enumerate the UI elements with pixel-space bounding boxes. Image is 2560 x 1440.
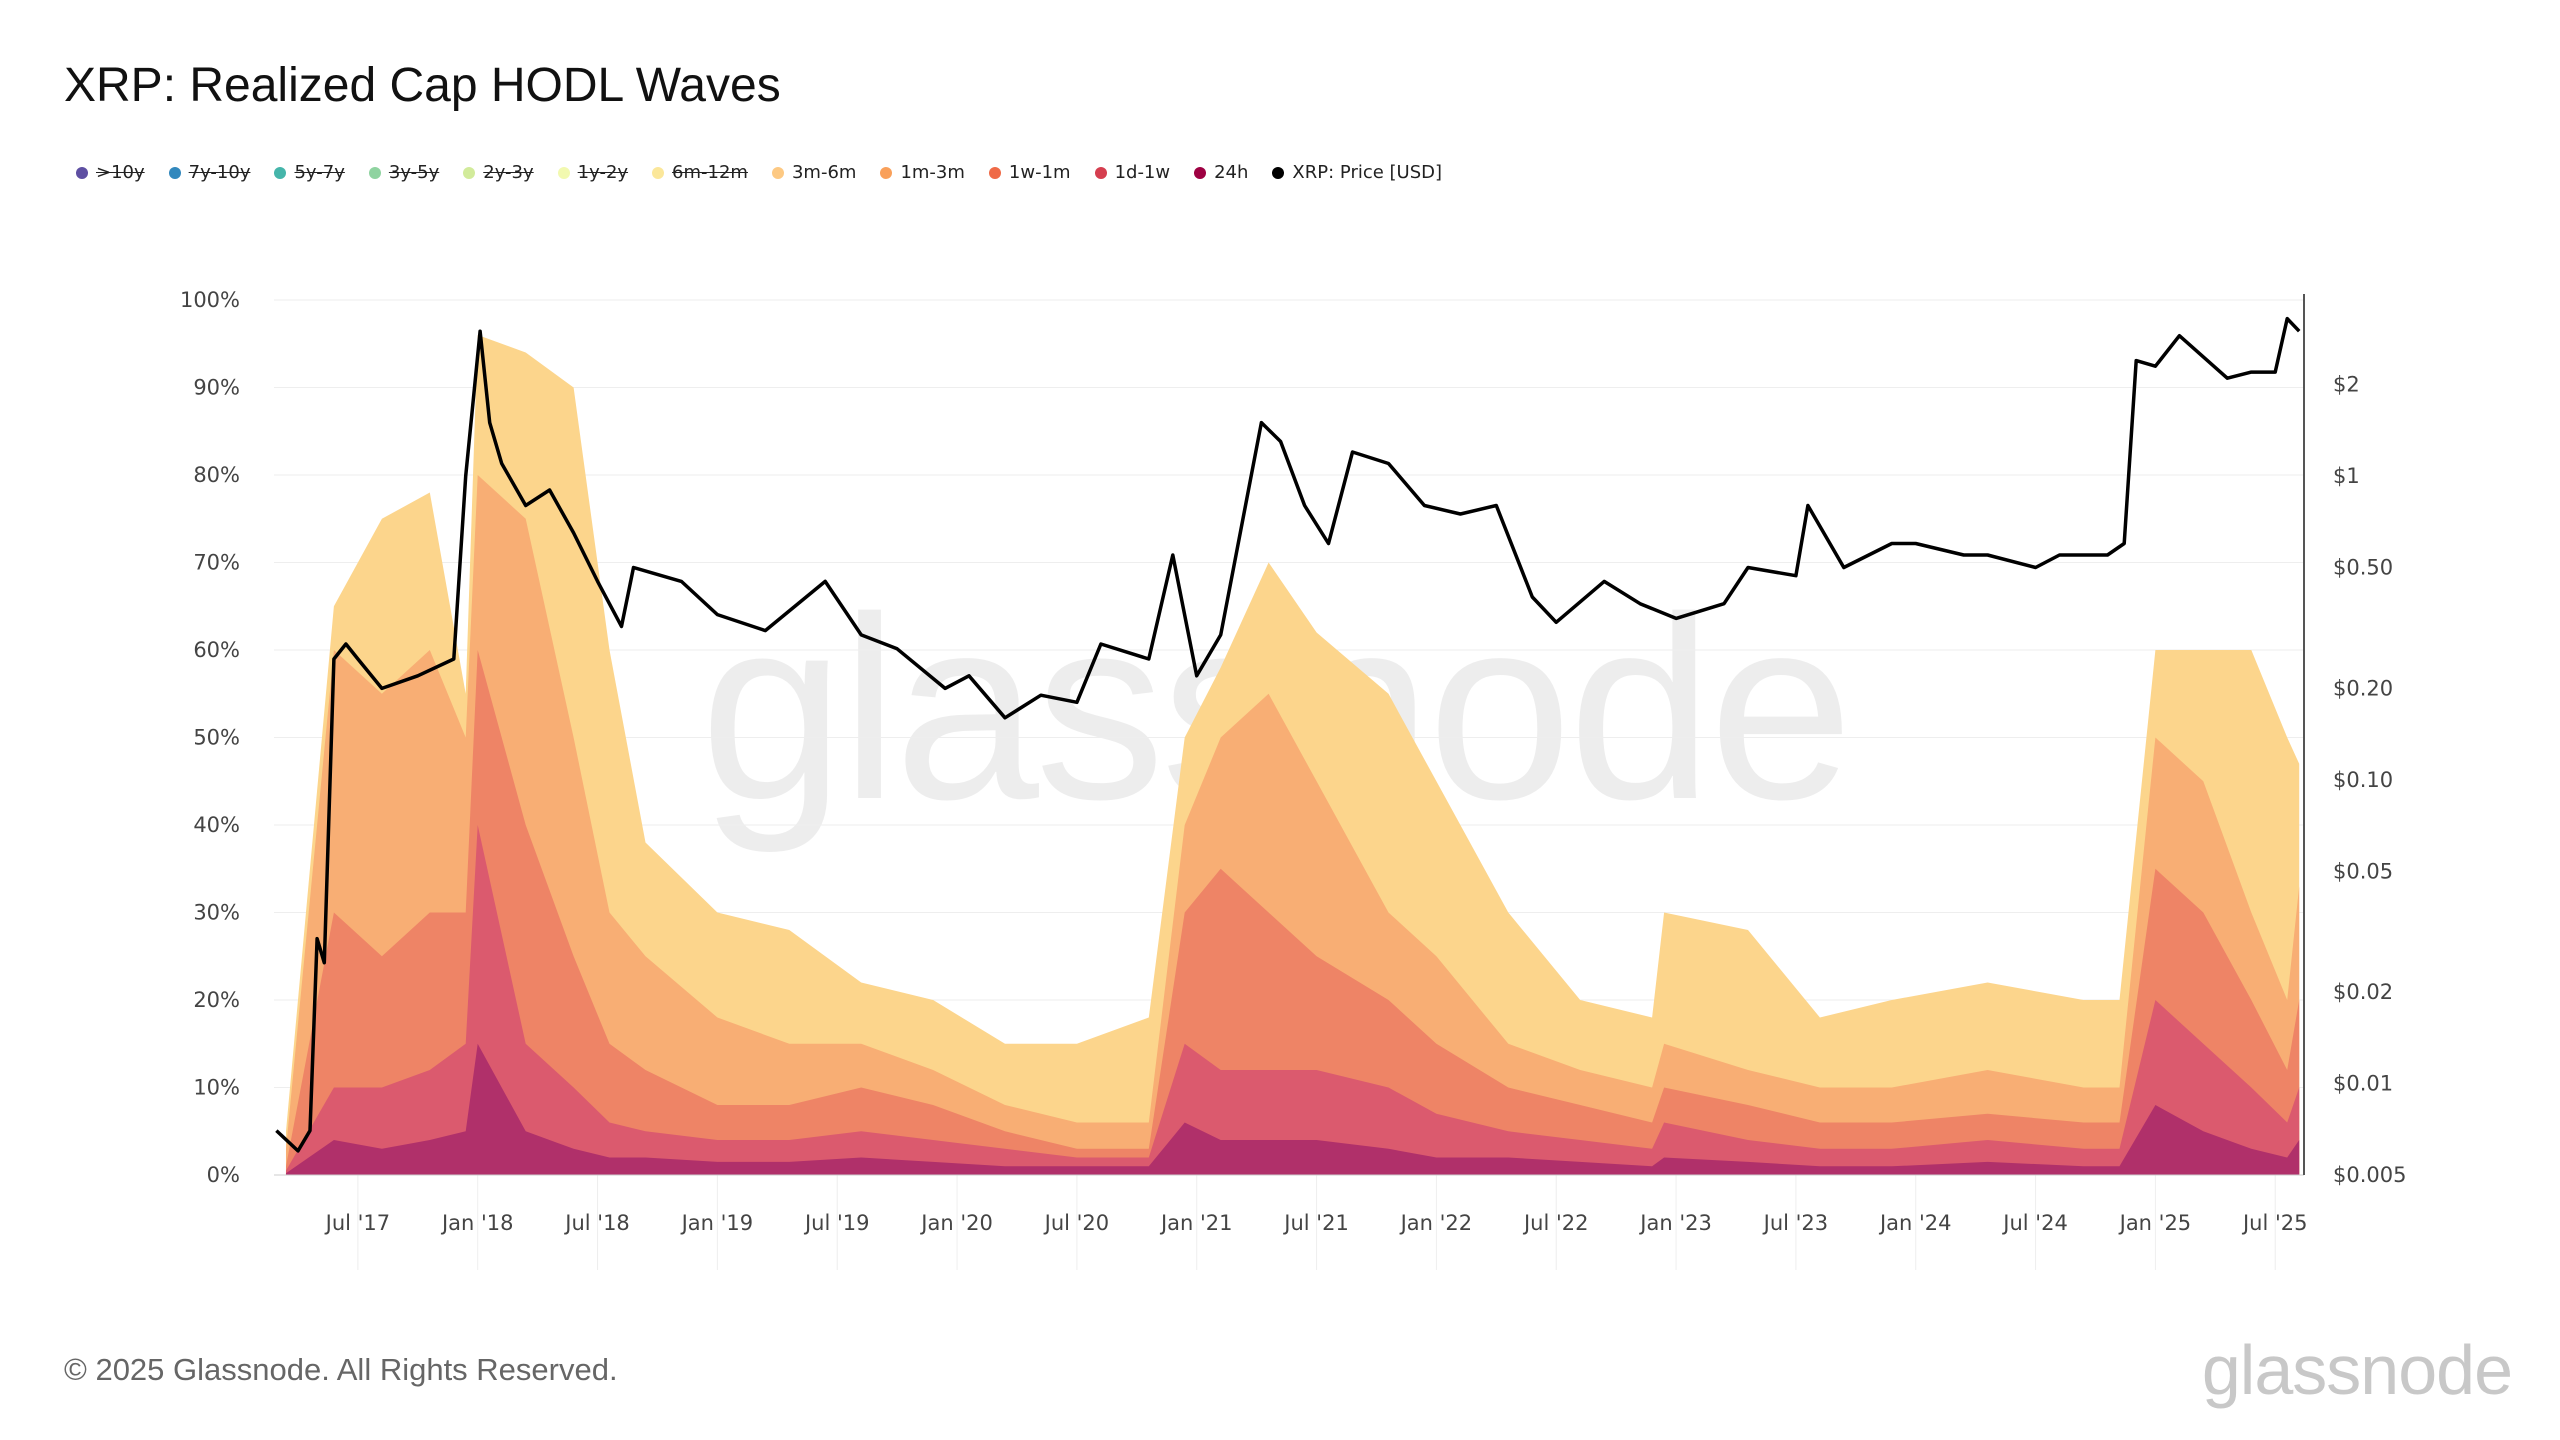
legend-dot-icon [880,166,893,179]
legend-item[interactable]: 3y-5y [368,162,440,183]
legend-dot-icon [1094,166,1107,179]
x-tick-label: Jan '18 [440,1211,514,1235]
wave-band-1m-3m [285,475,2300,1175]
glassnode-logo[interactable]: glassnode [2201,1331,2513,1409]
legend-item[interactable]: 7y-10y [168,162,251,183]
y-right-tick-label: $0.01 [2333,1072,2393,1096]
y-tick-label: 70% [193,551,240,575]
legend-item[interactable]: >10y [76,162,145,183]
x-tick-label: Jan '23 [1638,1211,1712,1235]
y-tick-label: 40% [193,813,240,837]
legend-item[interactable]: 24h [1194,162,1248,183]
y-tick-label: 90% [193,376,240,400]
x-tick-label: Jul '17 [324,1211,391,1235]
x-tick-label: Jan '25 [2118,1211,2192,1235]
legend-item[interactable]: 1w-1m [988,162,1071,183]
legend-dot-icon [1194,166,1207,179]
legend-label: 2y-3y [483,162,534,183]
legend-item[interactable]: 1y-2y [557,162,629,183]
x-tick-label: Jan '22 [1399,1211,1473,1235]
y-tick-label: 20% [193,988,240,1012]
legend-item[interactable]: XRP: Price [USD] [1272,162,1442,183]
legend-item[interactable]: 1m-3m [880,162,965,183]
legend-label: 3y-5y [388,162,440,183]
y-tick-label: 100% [180,288,240,312]
y-right-tick-label: $0.02 [2333,980,2393,1004]
y-tick-label: 60% [193,638,240,662]
x-tick-label: Jul '20 [1043,1211,1110,1235]
wave-band-24h [285,1043,2300,1175]
legend-label: 1d-1w [1114,162,1171,183]
legend-dot-icon [463,166,476,179]
legend-label: 6m-12m [672,162,748,183]
x-tick-label: Jan '24 [1878,1211,1952,1235]
legend-item[interactable]: 6m-12m [652,162,748,183]
y-tick-label: 30% [193,901,240,925]
legend-item[interactable]: 5y-7y [274,162,345,183]
legend-label: 3m-6m [791,162,857,183]
legend-label: XRP: Price [USD] [1292,162,1443,183]
legend-dot-icon [652,166,665,179]
y-right-tick-label: $0.005 [2333,1163,2406,1187]
x-tick-label: Jul '23 [1762,1211,1829,1235]
legend-dot-icon [274,166,287,179]
price-line [275,316,2301,1153]
y-tick-label: 80% [193,463,240,487]
y-right-tick-label: $1 [2333,464,2360,488]
x-tick-label: Jul '18 [563,1211,630,1235]
legend-item[interactable]: 2y-3y [463,162,534,183]
legend-dot-icon [988,166,1001,179]
legend: >10y 7y-10y 5y-7y 3y-5y 2y-3y 1y-2y 6m-12m 3m-6… [76,162,1442,183]
y-tick-label: 50% [193,726,240,750]
legend-label: 24h [1214,162,1249,183]
x-tick-label: Jan '21 [1159,1211,1233,1235]
x-tick-label: Jul '19 [803,1211,870,1235]
legend-label: 1m-3m [900,162,965,183]
copyright: © 2025 Glassnode. All Rights Reserved. [64,1352,618,1387]
y-right-tick-label: $2 [2333,373,2360,397]
legend-label: >10y [96,162,145,183]
legend-label: 1w-1m [1008,162,1071,183]
y-right-tick-label: $0.50 [2333,556,2393,580]
legend-label: 1y-2y [577,162,629,183]
x-tick-label: Jul '24 [2001,1211,2068,1235]
x-tick-label: Jan '19 [680,1211,754,1235]
x-tick-label: Jul '25 [2241,1211,2308,1235]
x-tick-label: Jul '22 [1522,1211,1589,1235]
legend-item[interactable]: 1d-1w [1094,162,1171,183]
legend-item[interactable]: 3m-6m [771,162,857,183]
y-right-tick-label: $0.20 [2333,676,2393,700]
x-tick-label: Jan '20 [919,1211,993,1235]
chart-title: XRP: Realized Cap HODL Waves [64,59,781,112]
legend-dot-icon [771,166,784,179]
y-right-tick-label: $0.10 [2333,768,2393,792]
legend-dot-icon [557,166,570,179]
y-tick-label: 10% [193,1076,240,1100]
legend-dot-icon [1272,166,1285,179]
legend-label: 5y-7y [294,162,345,183]
y-tick-label: 0% [207,1163,240,1187]
legend-dot-icon [76,166,88,179]
x-tick-label: Jul '21 [1282,1211,1349,1235]
legend-label: 7y-10y [188,162,251,183]
y-right-tick-label: $0.05 [2333,859,2393,883]
legend-dot-icon [168,166,181,179]
legend-dot-icon [368,166,381,179]
